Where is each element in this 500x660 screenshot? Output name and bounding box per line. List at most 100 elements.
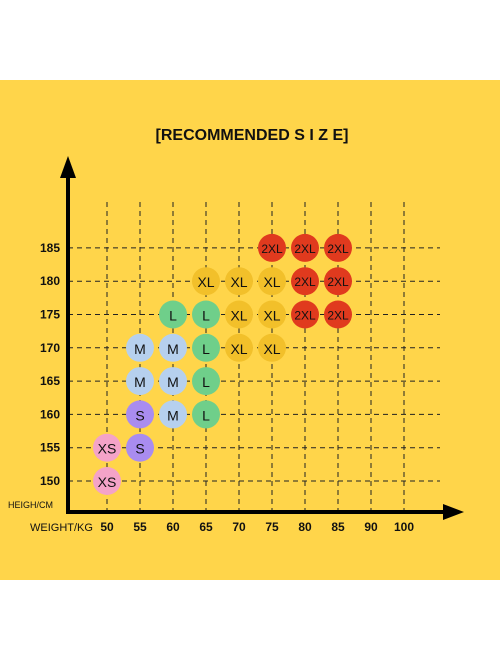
size-point-xs: XS xyxy=(93,433,121,462)
size-point-2xl: 2XL xyxy=(324,267,352,296)
size-dot-label: XL xyxy=(263,308,280,324)
size-dot xyxy=(192,333,220,362)
size-point-2xl: 2XL xyxy=(291,267,319,296)
size-dot-label: M xyxy=(167,374,179,390)
size-point-xs: XS xyxy=(93,467,121,495)
size-point-m: M xyxy=(159,333,187,362)
size-chart: [RECOMMENDED S I Z E] 50 55 60 65 70 75 80 85 90… xyxy=(8,127,464,534)
size-point-2xl: 2XL xyxy=(291,233,319,262)
size-dot xyxy=(126,367,154,396)
size-dot xyxy=(258,267,286,296)
size-point-xl: XL xyxy=(258,333,286,362)
size-dot xyxy=(159,400,187,429)
size-dot-label: S xyxy=(135,441,144,457)
size-dot xyxy=(291,300,319,329)
size-dot-label: S xyxy=(135,407,144,423)
size-dot xyxy=(324,300,352,329)
size-dot-label: XS xyxy=(98,441,117,457)
y-axis-arrow-icon xyxy=(60,156,76,178)
size-dot-label: XL xyxy=(230,308,247,324)
size-point-2xl: 2XL xyxy=(291,300,319,329)
size-dot-label: 2XL xyxy=(327,242,349,256)
size-point-xl: XL xyxy=(225,300,253,329)
size-point-m: M xyxy=(159,367,187,396)
x-axis-label: WEIGHT/KG xyxy=(30,522,93,534)
size-dot xyxy=(192,267,220,296)
size-point-2xl: 2XL xyxy=(324,300,352,329)
size-point-l: L xyxy=(192,367,220,396)
size-dot xyxy=(159,367,187,396)
y-tick-labels: 150 155 160 165 170 175 180 185 xyxy=(40,241,60,488)
size-dot-label: 2XL xyxy=(327,309,349,323)
y-axis-label: HEIGH/CM xyxy=(8,500,53,510)
grid xyxy=(68,202,440,512)
size-point-l: L xyxy=(192,400,220,429)
size-dot-label: XL xyxy=(263,274,280,290)
size-dot xyxy=(225,300,253,329)
x-tick-label: 55 xyxy=(133,520,147,534)
size-dot-label: XL xyxy=(230,274,247,290)
size-dot xyxy=(225,333,253,362)
size-dot xyxy=(159,300,187,329)
size-dot-label: L xyxy=(202,374,210,390)
size-dot-label: M xyxy=(134,374,146,390)
size-dot-label: L xyxy=(202,308,210,324)
x-tick-label: 90 xyxy=(364,520,378,534)
size-point-xl: XL xyxy=(225,267,253,296)
size-dot-label: 2XL xyxy=(294,242,316,256)
y-tick-label: 175 xyxy=(40,308,60,322)
size-dot xyxy=(93,433,121,462)
size-points: XS XS S S M M M M M L L L L L XL XL XL XL XL XL XL 2XL 2XL 2XL 2… xyxy=(93,233,352,495)
y-tick-label: 185 xyxy=(40,241,60,255)
size-point-m: M xyxy=(126,333,154,362)
size-dot-label: L xyxy=(169,308,177,324)
x-tick-label: 70 xyxy=(232,520,246,534)
size-dot xyxy=(324,267,352,296)
size-dot xyxy=(258,233,286,262)
size-point-m: M xyxy=(126,367,154,396)
size-dot-label: M xyxy=(167,341,179,357)
y-tick-label: 160 xyxy=(40,407,60,421)
size-dot xyxy=(159,333,187,362)
x-tick-label: 100 xyxy=(394,520,414,534)
size-dot-label: XS xyxy=(98,474,117,490)
size-dot-label: 2XL xyxy=(327,275,349,289)
size-dot xyxy=(291,267,319,296)
size-dot-label: L xyxy=(202,341,210,357)
size-dot-label: M xyxy=(134,341,146,357)
chart-panel: [RECOMMENDED S I Z E] 50 55 60 65 70 75 80 85 90… xyxy=(0,80,500,580)
size-dot xyxy=(291,233,319,262)
size-point-l: L xyxy=(159,300,187,329)
size-dot xyxy=(126,433,154,462)
size-point-m: M xyxy=(159,400,187,429)
x-tick-label: 50 xyxy=(100,520,114,534)
x-tick-label: 75 xyxy=(265,520,279,534)
size-dot xyxy=(126,400,154,429)
size-dot-label: L xyxy=(202,407,210,423)
size-dot xyxy=(258,333,286,362)
size-dot xyxy=(93,467,121,495)
size-dot xyxy=(192,400,220,429)
size-dot xyxy=(324,233,352,262)
y-tick-label: 170 xyxy=(40,341,60,355)
x-tick-label: 65 xyxy=(199,520,213,534)
size-point-xl: XL xyxy=(192,267,220,296)
size-dot-label: 2XL xyxy=(294,309,316,323)
chart-title: [RECOMMENDED S I Z E] xyxy=(156,127,349,144)
x-tick-label: 80 xyxy=(298,520,312,534)
y-tick-label: 180 xyxy=(40,274,60,288)
size-dot-label: M xyxy=(167,407,179,423)
size-dot-label: XL xyxy=(230,341,247,357)
size-dot xyxy=(225,267,253,296)
size-point-xl: XL xyxy=(258,300,286,329)
size-point-2xl: 2XL xyxy=(258,233,286,262)
size-dot-label: 2XL xyxy=(294,275,316,289)
x-tick-label: 85 xyxy=(331,520,345,534)
size-point-xl: XL xyxy=(258,267,286,296)
size-dot xyxy=(258,300,286,329)
axes xyxy=(60,156,464,520)
x-tick-label: 60 xyxy=(166,520,180,534)
x-tick-labels: 50 55 60 65 70 75 80 85 90 100 xyxy=(100,520,414,534)
size-point-xl: XL xyxy=(225,333,253,362)
y-tick-label: 165 xyxy=(40,374,60,388)
